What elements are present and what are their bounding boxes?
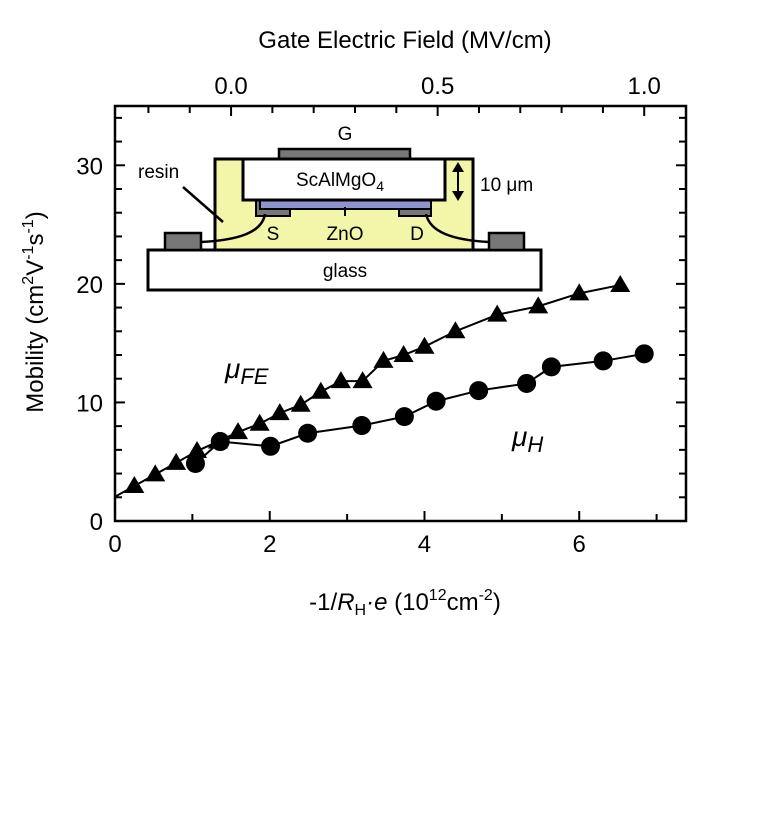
top-tick-label: 0.5 <box>421 73 454 100</box>
triangle-marker <box>124 476 145 494</box>
resin-label: resin <box>138 162 179 183</box>
y-tick-label: 30 <box>76 153 103 180</box>
x-tick-label: 4 <box>418 531 431 558</box>
top-axis-title: Gate Electric Field (MV/cm) <box>258 27 551 54</box>
triangle-marker <box>393 345 414 362</box>
triangle-marker <box>330 371 351 389</box>
glass-substrate <box>146 248 543 292</box>
triangle-marker <box>310 381 331 399</box>
xlabel-r-sub: H <box>355 602 367 619</box>
triangle-marker <box>414 336 435 354</box>
resin-pointer <box>182 186 224 223</box>
plot-frame <box>113 104 688 523</box>
xlabel-exp1: 12 <box>429 587 447 604</box>
triangle-marker <box>249 413 270 431</box>
series-label-mu-fe: μFE <box>224 353 269 389</box>
circle-marker <box>185 453 205 473</box>
circle-marker <box>517 373 537 393</box>
right-pad <box>487 231 526 252</box>
ylabel-e1: 2 <box>20 276 37 285</box>
y-tick-label: 20 <box>76 272 103 299</box>
circle-marker <box>593 351 613 371</box>
triangle-marker <box>373 350 394 368</box>
y-tick-label: 0 <box>90 509 103 536</box>
left-pad <box>163 231 203 252</box>
xlabel-unit-close: ) <box>493 589 501 616</box>
glass-label: glass <box>323 261 367 282</box>
mu-symbol: μ <box>224 353 240 384</box>
drain-wire <box>424 213 490 244</box>
triangle-marker <box>610 275 631 293</box>
triangle-marker <box>228 422 249 440</box>
triangle-marker <box>187 441 208 459</box>
circle-marker <box>541 357 561 377</box>
circle-marker <box>394 407 414 427</box>
ylabel-main: Mobility (cm <box>22 285 49 413</box>
triangle-marker <box>166 452 187 470</box>
xlabel-unit-mid: cm <box>447 589 479 616</box>
axes: 0 2 4 6 0 10 20 30 0.0 0.5 1.0 <box>76 73 688 558</box>
scalmgo4-substrate <box>241 157 447 202</box>
ylabel-v: V <box>22 260 49 276</box>
triangle-marker <box>487 304 508 322</box>
gate-label: G <box>338 124 353 145</box>
substrate-subscript: 4 <box>376 178 384 194</box>
triangle-marker <box>352 371 373 389</box>
y-tick-label: 10 <box>76 390 103 417</box>
drain-label: D <box>410 224 424 245</box>
double-arrow-icon <box>452 162 464 201</box>
xlabel-r: R <box>337 589 354 616</box>
top-tick-label: 1.0 <box>628 73 661 100</box>
x-axis-title: -1/RH·e (1012cm-2) <box>309 587 501 619</box>
mu-symbol: μ <box>511 421 527 452</box>
substrate-name: ScAlMgO <box>296 170 376 191</box>
triangle-marker <box>290 394 311 412</box>
circle-marker <box>261 436 281 456</box>
xlabel-prefix: -1/ <box>309 589 337 616</box>
device-inset: G ScAlMgO4 resin 10 μm S ZnO D glass <box>138 124 543 292</box>
channel-label: ZnO <box>327 224 364 245</box>
triangle-marker <box>528 296 549 314</box>
triangle-marker <box>445 321 466 339</box>
circle-marker <box>469 381 489 401</box>
circle-marker <box>210 432 230 452</box>
triangle-marker <box>269 403 290 421</box>
x-tick-label: 0 <box>108 531 121 558</box>
ylabel-e2: -1 <box>20 245 37 259</box>
triangle-marker <box>569 283 590 301</box>
series-layer <box>114 275 654 498</box>
fe-subscript: FE <box>240 364 268 389</box>
thickness-label: 10 μm <box>480 175 533 196</box>
source-label: S <box>267 224 280 245</box>
circle-marker <box>634 344 654 364</box>
ylabel-s: s <box>22 234 49 246</box>
xlabel-exp2: -2 <box>479 587 493 604</box>
source-wire <box>200 213 267 244</box>
substrate-label: ScAlMgO4 <box>296 170 384 194</box>
circle-marker <box>298 423 318 443</box>
h-subscript: H <box>527 432 543 457</box>
triangle-marker <box>145 464 166 482</box>
x-tick-label: 6 <box>573 531 586 558</box>
y-axis-title: Mobility (cm2V-1s-1) <box>20 211 49 412</box>
ylabel-close: ) <box>22 211 49 219</box>
series-label-mu-h: μH <box>511 421 543 457</box>
ylabel-e3: -1 <box>20 219 37 233</box>
top-tick-label: 0.0 <box>214 73 247 100</box>
xlabel-unit-open: (10 <box>387 589 428 616</box>
circle-marker <box>352 416 372 436</box>
circle-marker <box>426 391 446 411</box>
x-tick-label: 2 <box>263 531 276 558</box>
xlabel-e: ·e <box>366 589 387 616</box>
